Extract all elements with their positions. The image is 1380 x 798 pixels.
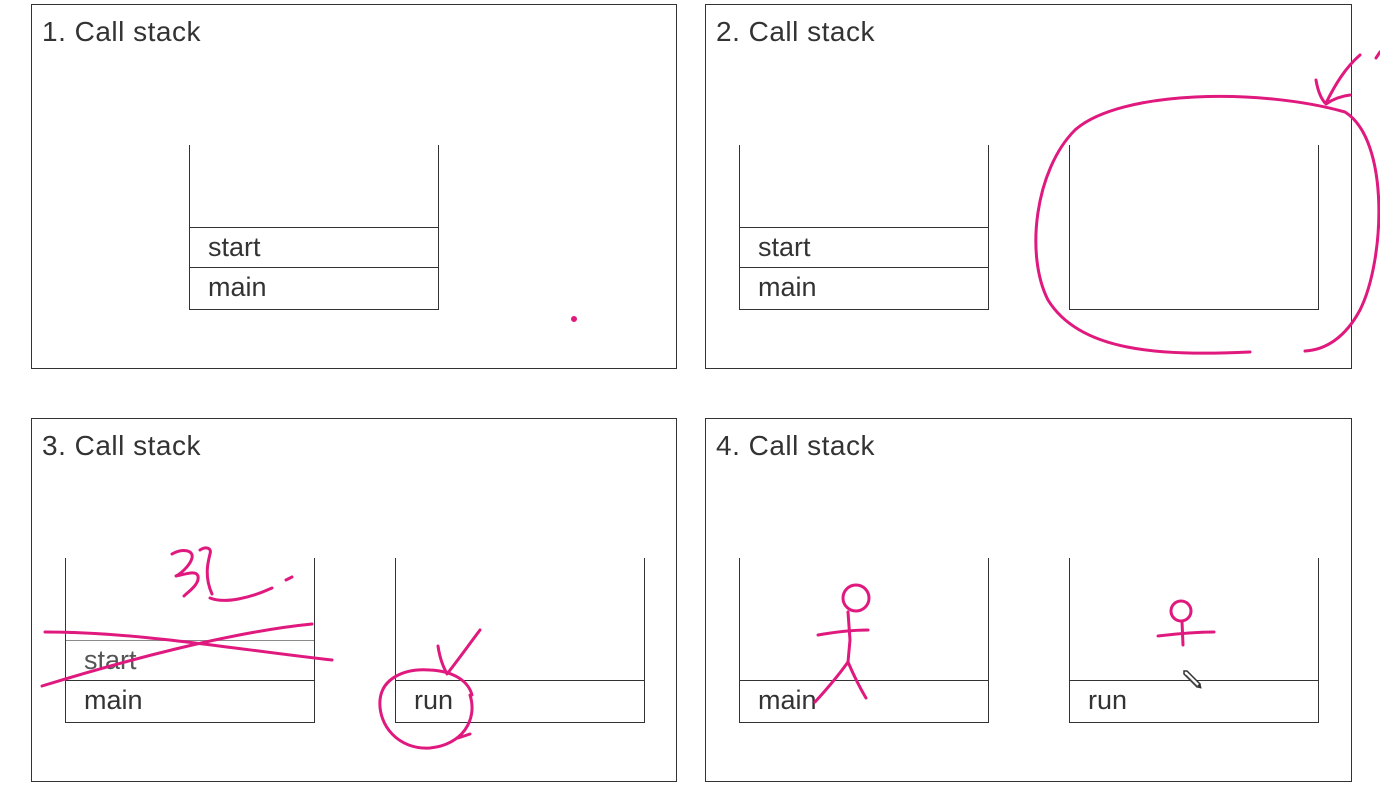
call-stack-panel-4: 4. Call stack main run <box>705 418 1352 782</box>
call-stack-panel-2: 2. Call stack start main <box>705 4 1352 369</box>
stack-frame-run: run <box>396 680 644 721</box>
panel-title: 2. Call stack <box>716 16 875 47</box>
call-stack-panel-3: 3. Call stack start main run <box>31 418 677 782</box>
stack-frame-start: start <box>740 227 988 268</box>
thread-call-stack: run <box>395 558 645 723</box>
stack-frame-main: main <box>740 267 988 308</box>
panel-title: 3. Call stack <box>42 430 201 461</box>
thread-call-stack: run <box>1069 558 1319 723</box>
stack-frame-main: main <box>190 267 438 308</box>
new-empty-call-stack <box>1069 145 1319 310</box>
call-stack: start main <box>65 558 315 723</box>
pencil-cursor-icon <box>1183 670 1202 689</box>
stack-frame-start: start <box>190 227 438 268</box>
call-stack-panel-1: 1. Call stack start main <box>31 4 677 369</box>
panel-title: 1. Call stack <box>42 16 201 47</box>
call-stack: start main <box>739 145 989 310</box>
ink-mark <box>1374 50 1380 60</box>
stack-frame-start: start <box>66 640 314 681</box>
stack-frame-main: main <box>740 680 988 721</box>
panel-title: 4. Call stack <box>716 430 875 461</box>
main-call-stack: main <box>739 558 989 723</box>
call-stack: start main <box>189 145 439 310</box>
stack-frame-main: main <box>66 680 314 721</box>
